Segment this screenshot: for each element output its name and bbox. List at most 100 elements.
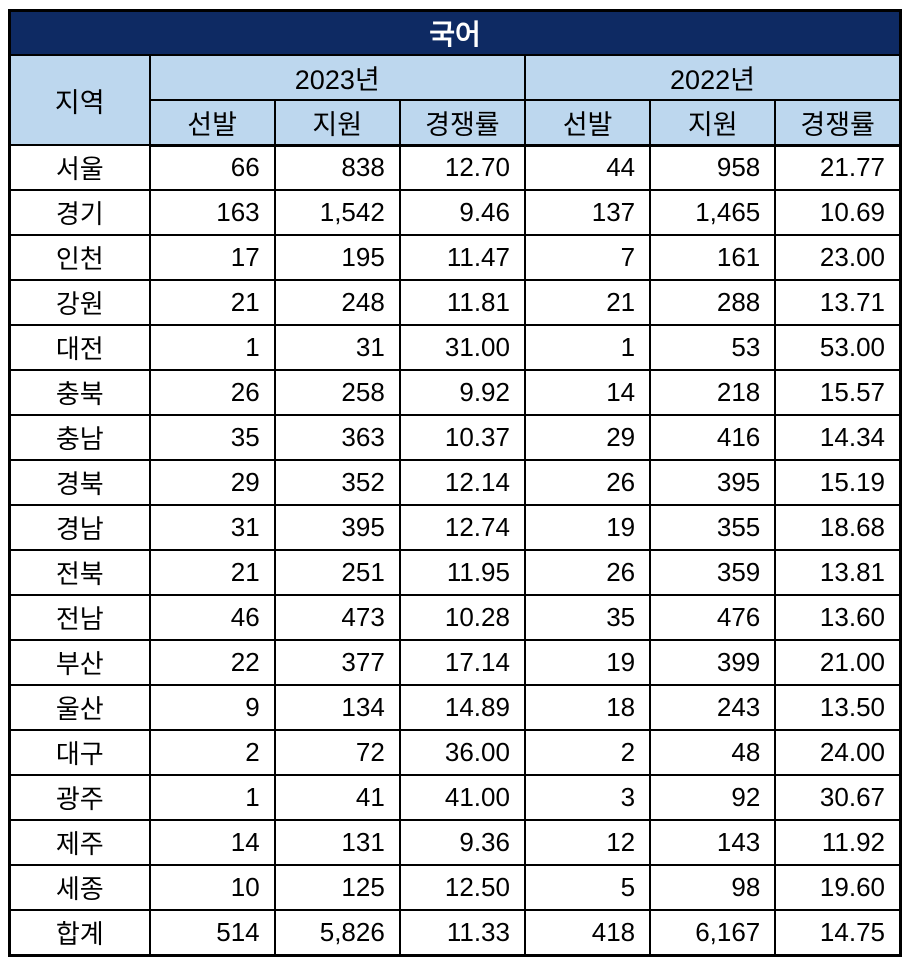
value-cell: 251	[273, 549, 401, 596]
value-cell: 1,465	[649, 189, 777, 236]
value-cell: 6,167	[649, 909, 777, 956]
table-row: 경북 29 352 12.14 26 395 15.19	[8, 459, 902, 506]
table-row: 울산 9 134 14.89 18 243 13.50	[8, 684, 902, 731]
value-cell: 13.81	[774, 549, 902, 596]
value-cell: 14.89	[398, 684, 526, 731]
column-header-2023-selected: 선발	[148, 99, 276, 147]
value-cell: 1	[148, 324, 276, 371]
column-header-2023-applied: 지원	[273, 99, 401, 147]
value-cell: 395	[649, 459, 777, 506]
region-cell: 경남	[8, 504, 151, 551]
value-cell: 9.92	[398, 369, 526, 416]
value-cell: 9.36	[398, 819, 526, 866]
region-cell: 강원	[8, 279, 151, 326]
value-cell: 359	[649, 549, 777, 596]
value-cell: 12.74	[398, 504, 526, 551]
value-cell: 98	[649, 864, 777, 911]
value-cell: 12.70	[398, 144, 526, 191]
value-cell: 418	[523, 909, 652, 956]
value-cell: 12	[523, 819, 652, 866]
value-cell: 18	[523, 684, 652, 731]
value-cell: 137	[523, 189, 652, 236]
value-cell: 395	[273, 504, 401, 551]
value-cell: 19	[523, 639, 652, 686]
table-row: 제주 14 131 9.36 12 143 11.92	[8, 819, 902, 866]
table-row: 강원 21 248 11.81 21 288 13.71	[8, 279, 902, 326]
value-cell: 352	[273, 459, 401, 506]
value-cell: 22	[148, 639, 276, 686]
value-cell: 11.33	[398, 909, 526, 956]
value-cell: 3	[523, 774, 652, 821]
table-row: 전남 46 473 10.28 35 476 13.60	[8, 594, 902, 641]
region-cell: 인천	[8, 234, 151, 281]
value-cell: 12.50	[398, 864, 526, 911]
region-cell: 전남	[8, 594, 151, 641]
value-cell: 11.81	[398, 279, 526, 326]
value-cell: 21	[523, 279, 652, 326]
sub-header-row: 선발 지원 경쟁률 선발 지원 경쟁률	[10, 99, 902, 147]
region-cell: 대구	[8, 729, 151, 776]
region-cell: 세종	[8, 864, 151, 911]
column-header-2022-selected: 선발	[523, 99, 652, 147]
value-cell: 11.47	[398, 234, 526, 281]
value-cell: 1	[148, 774, 276, 821]
value-cell: 2	[148, 729, 276, 776]
value-cell: 476	[649, 594, 777, 641]
value-cell: 11.95	[398, 549, 526, 596]
value-cell: 46	[148, 594, 276, 641]
value-cell: 143	[649, 819, 777, 866]
value-cell: 92	[649, 774, 777, 821]
value-cell: 26	[523, 459, 652, 506]
region-cell: 대전	[8, 324, 151, 371]
region-cell: 울산	[8, 684, 151, 731]
value-cell: 514	[148, 909, 276, 956]
table-row: 전북 21 251 11.95 26 359 13.81	[8, 549, 902, 596]
value-cell: 9.46	[398, 189, 526, 236]
value-cell: 218	[649, 369, 777, 416]
table-row: 대전 1 31 31.00 1 53 53.00	[8, 324, 902, 371]
table-row: 경기 163 1,542 9.46 137 1,465 10.69	[8, 189, 902, 236]
value-cell: 161	[649, 234, 777, 281]
value-cell: 243	[649, 684, 777, 731]
value-cell: 355	[649, 504, 777, 551]
column-header-2022-ratio: 경쟁률	[774, 99, 902, 147]
table-row: 경남 31 395 12.74 19 355 18.68	[8, 504, 902, 551]
value-cell: 15.19	[774, 459, 902, 506]
table-row: 인천 17 195 11.47 7 161 23.00	[8, 234, 902, 281]
region-cell: 광주	[8, 774, 151, 821]
value-cell: 377	[273, 639, 401, 686]
value-cell: 31	[273, 324, 401, 371]
title-row: 국어	[8, 9, 902, 56]
value-cell: 195	[273, 234, 401, 281]
value-cell: 48	[649, 729, 777, 776]
value-cell: 18.68	[774, 504, 902, 551]
table-row: 충북 26 258 9.92 14 218 15.57	[8, 369, 902, 416]
table-row: 광주 1 41 41.00 3 92 30.67	[8, 774, 902, 821]
value-cell: 66	[148, 144, 276, 191]
region-cell: 제주	[8, 819, 151, 866]
value-cell: 399	[649, 639, 777, 686]
region-cell: 충남	[8, 414, 151, 461]
value-cell: 35	[148, 414, 276, 461]
value-cell: 248	[273, 279, 401, 326]
value-cell: 35	[523, 594, 652, 641]
value-cell: 21.00	[774, 639, 902, 686]
value-cell: 288	[649, 279, 777, 326]
region-cell: 충북	[8, 369, 151, 416]
value-cell: 17.14	[398, 639, 526, 686]
column-header-2022-applied: 지원	[649, 99, 777, 147]
value-cell: 13.50	[774, 684, 902, 731]
value-cell: 1,542	[273, 189, 401, 236]
value-cell: 363	[273, 414, 401, 461]
table-row: 서울 66 838 12.70 44 958 21.77	[8, 144, 902, 191]
column-header-2023-ratio: 경쟁률	[398, 99, 526, 147]
value-cell: 14.34	[774, 414, 902, 461]
value-cell: 258	[273, 369, 401, 416]
table-title: 국어	[8, 9, 902, 56]
value-cell: 125	[273, 864, 401, 911]
value-cell: 131	[273, 819, 401, 866]
value-cell: 17	[148, 234, 276, 281]
value-cell: 134	[273, 684, 401, 731]
value-cell: 13.71	[774, 279, 902, 326]
